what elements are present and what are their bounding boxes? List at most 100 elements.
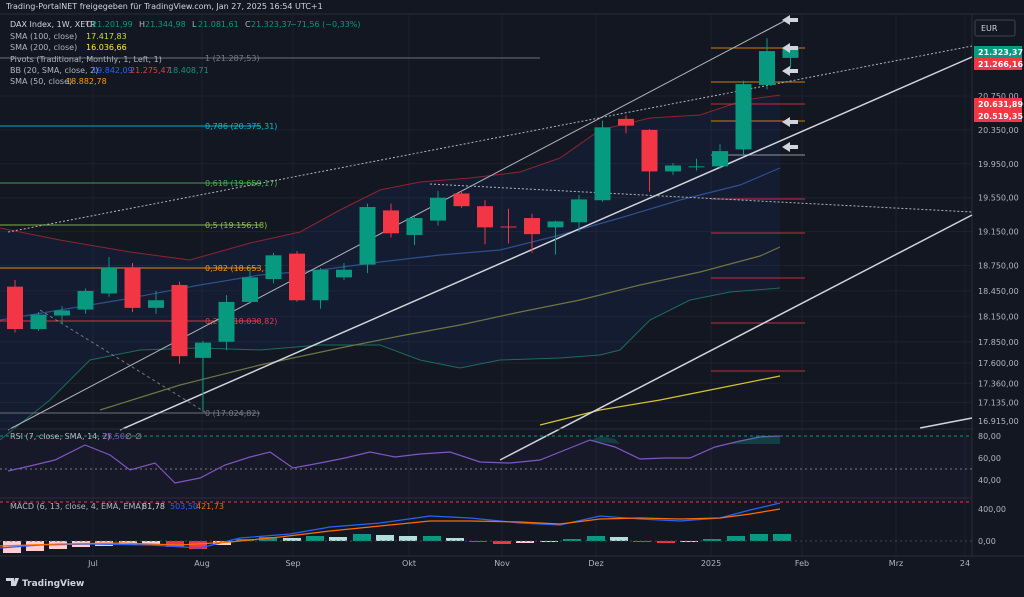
candle-body[interactable] xyxy=(453,193,470,207)
rsi-label: RSI (7, close, SMA, 14, 2) xyxy=(10,432,111,441)
sma200-label: SMA (200, close) xyxy=(10,43,77,52)
legend-ohlc-key: L xyxy=(192,20,197,29)
macd-value-2: 503,50 xyxy=(170,502,198,511)
price-tag xyxy=(974,98,1022,110)
candle-body[interactable] xyxy=(500,226,517,228)
candle-body[interactable] xyxy=(242,277,258,302)
price-axis-tick: 19.550,00 xyxy=(978,194,1019,203)
rsi-line xyxy=(7,435,781,484)
macd-histogram-bar xyxy=(587,536,605,541)
time-axis-label: Dez xyxy=(588,559,603,568)
candle-body[interactable] xyxy=(148,300,164,308)
fib-level-label: 0 (17.024,82) xyxy=(205,409,260,418)
macd-histogram-bar xyxy=(773,534,791,541)
candle-body[interactable] xyxy=(54,310,70,316)
candle-body[interactable] xyxy=(101,268,117,294)
trend-channel-bottom xyxy=(919,417,973,429)
time-axis-label: 24 xyxy=(960,559,970,568)
candle-body[interactable] xyxy=(30,314,47,330)
sma200-value: 16.036,66 xyxy=(86,43,127,52)
rsi-overbought-fill xyxy=(590,435,780,444)
macd-histogram-bar xyxy=(26,541,44,551)
macd-histogram-bar xyxy=(469,541,487,542)
currency-badge[interactable] xyxy=(974,19,1016,37)
candle-body[interactable] xyxy=(571,199,587,223)
time-axis-label: 2025 xyxy=(701,559,721,568)
price-tag-text: 21.323,37 xyxy=(978,48,1023,57)
candle-body[interactable] xyxy=(171,284,188,357)
candle-body[interactable] xyxy=(336,269,352,278)
rsi-axis-tick: 80,00 xyxy=(978,432,1001,441)
candle-body[interactable] xyxy=(265,255,282,280)
macd-histogram-bar xyxy=(657,541,675,543)
candle-body[interactable] xyxy=(759,51,775,85)
candle-body[interactable] xyxy=(641,129,658,172)
candle-body[interactable] xyxy=(195,342,211,358)
bollinger-upper-line xyxy=(0,94,781,261)
macd-histogram-bar xyxy=(353,534,371,541)
macd-histogram-bar xyxy=(142,541,160,544)
candle-body[interactable] xyxy=(618,118,634,126)
legend-symbol[interactable]: DAX Index, 1W, XETR xyxy=(10,20,96,29)
candle-body[interactable] xyxy=(312,269,329,301)
candle-body[interactable] xyxy=(547,221,564,228)
price-tag-text: 20.519,35 xyxy=(978,112,1023,121)
legend-ohlc-value: 21.323,37 xyxy=(251,20,292,29)
price-axis-tick: 17.360,00 xyxy=(978,379,1019,388)
sma100-label: SMA (100, close) xyxy=(10,32,77,41)
candle-body[interactable] xyxy=(782,47,799,58)
price-axis-tick: 17.850,00 xyxy=(978,338,1019,347)
macd-histogram-bar xyxy=(166,541,184,547)
macd-histogram-bar xyxy=(703,539,721,541)
candle-body[interactable] xyxy=(124,268,141,308)
tradingview-logo-icon xyxy=(6,578,19,586)
sma200-line xyxy=(539,375,781,426)
price-axis-tick: 20.750,00 xyxy=(978,92,1019,101)
time-axis-label: Feb xyxy=(795,559,809,568)
macd-histogram-bar xyxy=(399,536,417,541)
macd-histogram-bar xyxy=(259,537,277,541)
candle-body[interactable] xyxy=(289,253,305,301)
candle-body[interactable] xyxy=(477,206,493,228)
macd-histogram-bar xyxy=(516,541,534,543)
macd-histogram-bar xyxy=(563,539,581,541)
arrow-marker-icon xyxy=(782,142,798,152)
legend-ohlc-value: 21.201,99 xyxy=(92,20,133,29)
sma50-label: SMA (50, close) xyxy=(10,77,72,86)
candle-body[interactable] xyxy=(524,218,540,235)
price-tag xyxy=(974,110,1022,122)
legend-ohlc-value: 21.344,98 xyxy=(145,20,186,29)
macd-histogram-bar xyxy=(540,541,558,542)
bb-upper-value: 21.275,47 xyxy=(130,66,171,75)
candle-body[interactable] xyxy=(218,301,235,342)
candle-body[interactable] xyxy=(383,210,399,234)
macd-histogram-bar xyxy=(376,535,394,541)
time-axis-label: Aug xyxy=(194,559,210,568)
candle-body[interactable] xyxy=(712,151,728,167)
candle-body[interactable] xyxy=(594,127,611,201)
legend-ohlc-key: O xyxy=(86,20,92,29)
price-axis-tick: 16.915,00 xyxy=(978,417,1019,426)
candle-body[interactable] xyxy=(665,165,681,172)
macd-histogram-bar xyxy=(306,536,324,541)
candle-body[interactable] xyxy=(359,207,376,265)
candle-body[interactable] xyxy=(735,84,752,150)
candle-body[interactable] xyxy=(430,197,446,221)
time-axis-label: Sep xyxy=(285,559,300,568)
macd-histogram-bar xyxy=(283,538,301,541)
macd-label: MACD (6, 13, close, 4, EMA, EMA) xyxy=(10,502,144,511)
time-axis-label: Okt xyxy=(402,559,416,568)
candle-body[interactable] xyxy=(688,166,705,168)
candle-body[interactable] xyxy=(7,286,23,330)
macd-histogram-bar xyxy=(750,534,768,541)
candle-body[interactable] xyxy=(406,218,423,235)
price-axis-tick: 17.600,00 xyxy=(978,359,1019,368)
legend-change: −71,56 (−0,33%) xyxy=(290,20,361,29)
candle-body[interactable] xyxy=(77,290,94,310)
rsi-axis-tick: 40,00 xyxy=(978,476,1001,485)
macd-histogram-bar xyxy=(493,541,511,544)
macd-histogram-bar xyxy=(727,536,745,541)
